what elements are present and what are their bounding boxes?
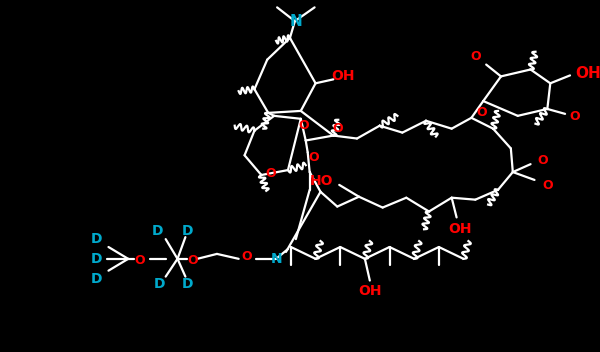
Text: OH: OH (358, 284, 382, 298)
Text: D: D (182, 277, 193, 291)
Text: O: O (298, 119, 309, 132)
Text: O: O (241, 250, 252, 263)
Text: OH: OH (575, 66, 600, 81)
Text: D: D (154, 277, 166, 291)
Text: HO: HO (310, 174, 333, 188)
Text: D: D (91, 232, 103, 246)
Text: N: N (271, 252, 282, 266)
Text: O: O (187, 254, 197, 267)
Text: O: O (537, 154, 548, 167)
Text: O: O (265, 166, 275, 180)
Text: N: N (289, 14, 302, 29)
Text: O: O (332, 122, 343, 135)
Text: O: O (476, 106, 487, 119)
Text: D: D (152, 224, 164, 238)
Text: D: D (91, 271, 103, 285)
Text: O: O (569, 110, 580, 123)
Text: O: O (470, 50, 481, 63)
Text: O: O (542, 180, 553, 192)
Text: OH: OH (331, 69, 355, 83)
Text: O: O (135, 254, 145, 267)
Text: D: D (182, 224, 193, 238)
Text: O: O (308, 151, 319, 164)
Text: OH: OH (448, 222, 472, 236)
Text: D: D (91, 252, 103, 266)
